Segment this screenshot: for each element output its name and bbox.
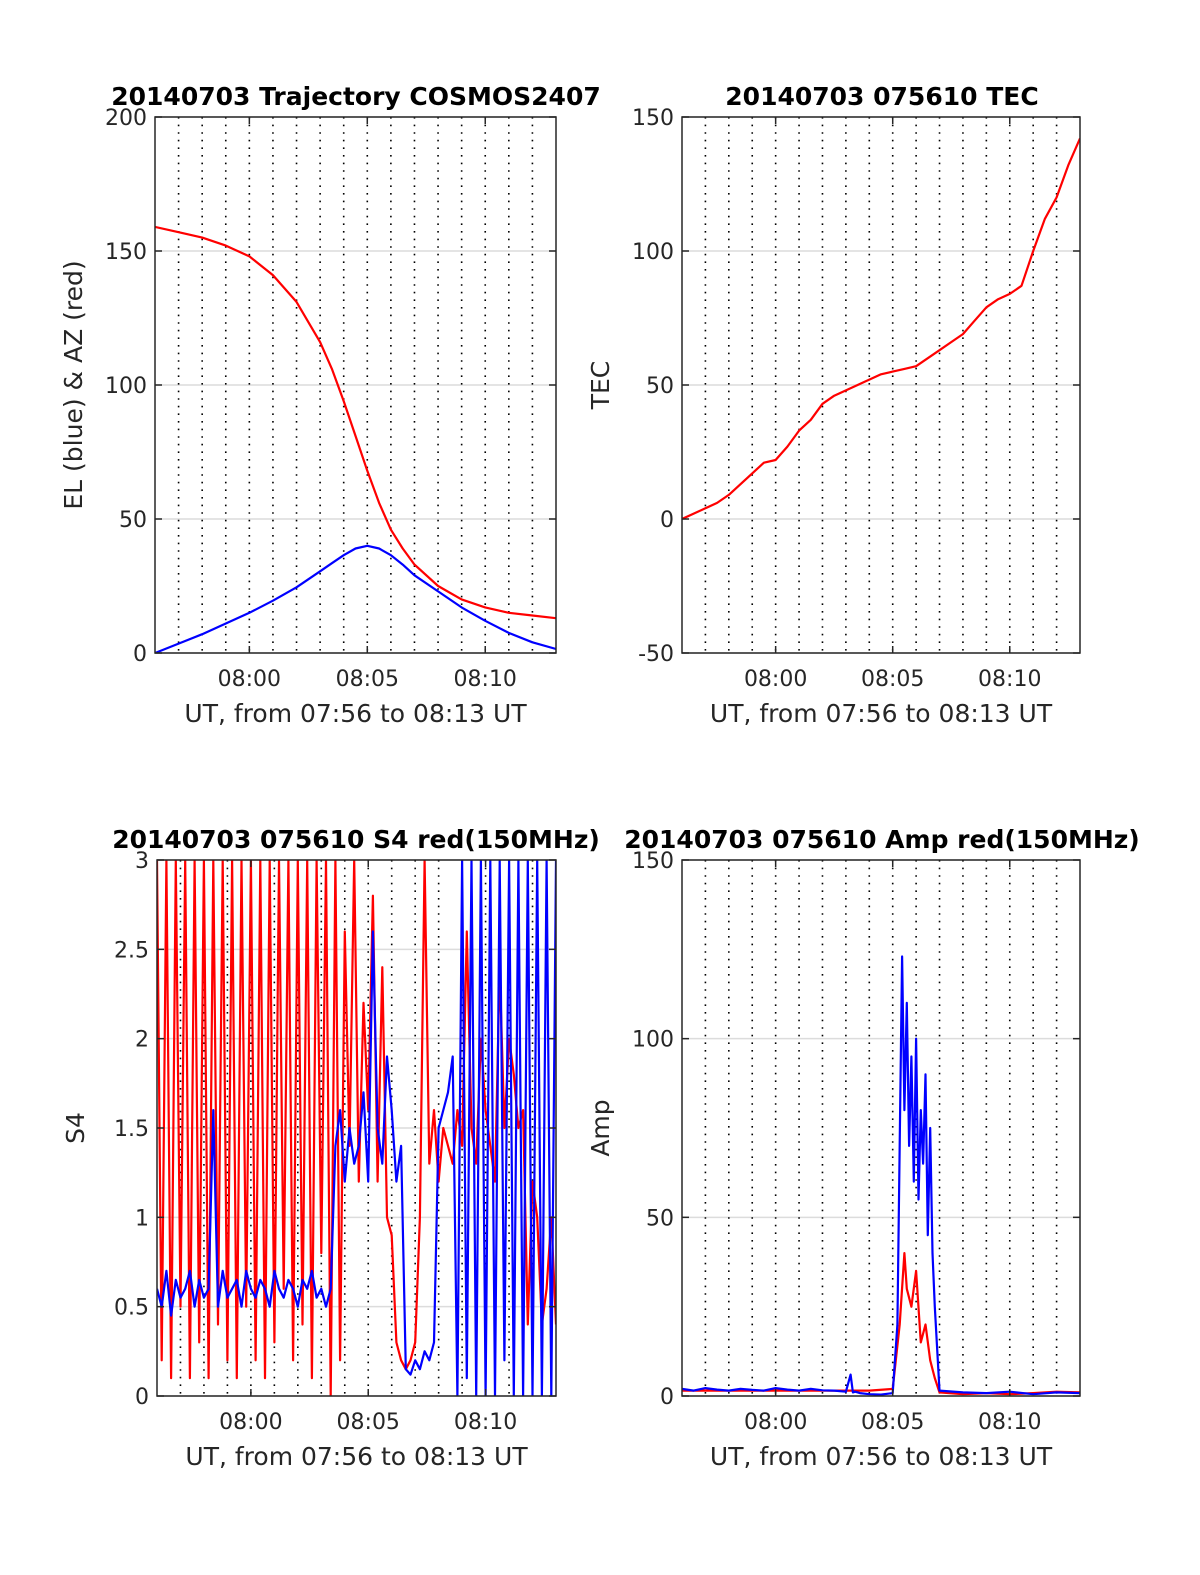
tec-panel: -50 0 50 100 150 08:00 08:05 08:10 20140703 0756… <box>586 82 1081 728</box>
s4-panel: 0 0.5 1 1.5 2 2.5 3 08:00 08:05 08:10 20140703 075… <box>61 825 600 1471</box>
y-tick-label: 50 <box>646 374 674 399</box>
x-tick-label: 08:00 <box>218 667 281 692</box>
y-axis-label: Amp <box>586 1099 615 1156</box>
y-axis-label: EL (blue) & AZ (red) <box>59 260 88 509</box>
y-tick-label: 0 <box>133 642 147 667</box>
y-tick-label: 200 <box>105 106 147 131</box>
x-axis-label: UT, from 07:56 to 08:13 UT <box>185 1442 528 1471</box>
y-tick-label: 50 <box>119 508 147 533</box>
series-line-blue <box>682 955 1080 1396</box>
x-tick-label: 08:10 <box>978 1410 1041 1435</box>
y-axis-label: S4 <box>61 1112 90 1144</box>
x-axis-label: UT, from 07:56 to 08:13 UT <box>710 699 1053 728</box>
x-tick-label: 08:00 <box>219 1410 282 1435</box>
x-tick-label: 08:05 <box>861 667 924 692</box>
chart-title: 20140703 075610 TEC <box>725 82 1038 111</box>
x-tick-label: 08:05 <box>861 1410 924 1435</box>
x-tick-label: 08:05 <box>336 667 399 692</box>
series-line-blue <box>157 860 556 1396</box>
x-tick-label: 08:00 <box>744 667 807 692</box>
y-tick-label: 100 <box>632 1028 674 1053</box>
x-tick-label: 08:05 <box>337 1410 400 1435</box>
plot-area <box>682 860 1080 1396</box>
series-line-red <box>682 137 1080 520</box>
trajectory-panel: 0 50 100 150 200 08:00 08:05 08:10 20140703 Traj… <box>59 82 601 728</box>
y-tick-label: 100 <box>105 374 147 399</box>
x-tick-label: 08:10 <box>978 667 1041 692</box>
y-tick-label: 0 <box>660 508 674 533</box>
y-tick-label: 0 <box>660 1385 674 1410</box>
y-tick-label: 1 <box>135 1206 149 1231</box>
y-tick-label: 2.5 <box>114 938 149 963</box>
y-tick-label: 0.5 <box>114 1296 149 1321</box>
y-tick-label: 100 <box>632 240 674 265</box>
x-tick-label: 08:00 <box>744 1410 807 1435</box>
y-tick-label: 3 <box>135 849 149 874</box>
y-tick-label: 0 <box>135 1385 149 1410</box>
x-axis-label: UT, from 07:56 to 08:13 UT <box>184 699 527 728</box>
y-tick-label: 2 <box>135 1028 149 1053</box>
chart-title: 20140703 075610 Amp red(150MHz) <box>624 825 1140 854</box>
series-line-red <box>157 860 556 1396</box>
x-axis-label: UT, from 07:56 to 08:13 UT <box>710 1442 1053 1471</box>
y-tick-label: 150 <box>632 106 674 131</box>
chart-title: 20140703 Trajectory COSMOS2407 <box>111 82 601 111</box>
series-line-blue <box>155 544 556 653</box>
y-tick-label: -50 <box>638 642 674 667</box>
y-axis-label: TEC <box>586 361 615 411</box>
y-tick-label: 50 <box>646 1206 674 1231</box>
x-tick-label: 08:10 <box>454 1410 517 1435</box>
x-tick-label: 08:10 <box>454 667 517 692</box>
y-tick-label: 1.5 <box>114 1117 149 1142</box>
y-tick-label: 150 <box>632 849 674 874</box>
series-line-red <box>155 225 556 620</box>
y-tick-label: 150 <box>105 240 147 265</box>
axes-box <box>681 859 1081 1397</box>
chart-title: 20140703 075610 S4 red(150MHz) <box>112 825 600 854</box>
amp-panel: 0 50 100 150 08:00 08:05 08:10 20140703 075610 … <box>586 825 1140 1471</box>
